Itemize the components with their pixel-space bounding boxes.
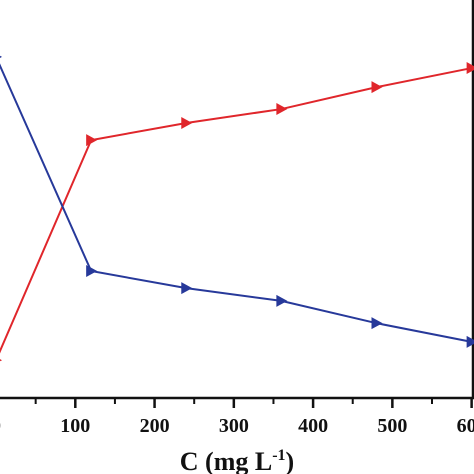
x-tick-label: 600 [457, 415, 474, 437]
marker [276, 294, 288, 307]
marker [181, 282, 193, 295]
x-label-main: C (mg L [180, 447, 272, 474]
x-tick-label: 200 [140, 415, 170, 437]
series-line [0, 67, 472, 354]
marker [181, 116, 193, 129]
series-line [0, 63, 472, 343]
marker [371, 81, 383, 94]
marker [86, 265, 98, 278]
x-tick-label: 500 [377, 415, 407, 437]
marker [466, 62, 474, 75]
marker [86, 134, 98, 147]
marker [466, 335, 474, 348]
marker [371, 317, 383, 330]
x-label-end: ) [286, 447, 295, 474]
marker [0, 55, 3, 59]
x-axis-label: C (mg L-1) [180, 447, 294, 474]
x-tick-label: 100 [60, 415, 90, 437]
x-tick-label: 400 [298, 415, 328, 437]
x-tick-label: 300 [219, 415, 249, 437]
x-label-sup: -1 [272, 447, 285, 464]
x-tick-label: 0 [0, 415, 1, 437]
marker [0, 359, 3, 362]
marker [276, 103, 288, 116]
